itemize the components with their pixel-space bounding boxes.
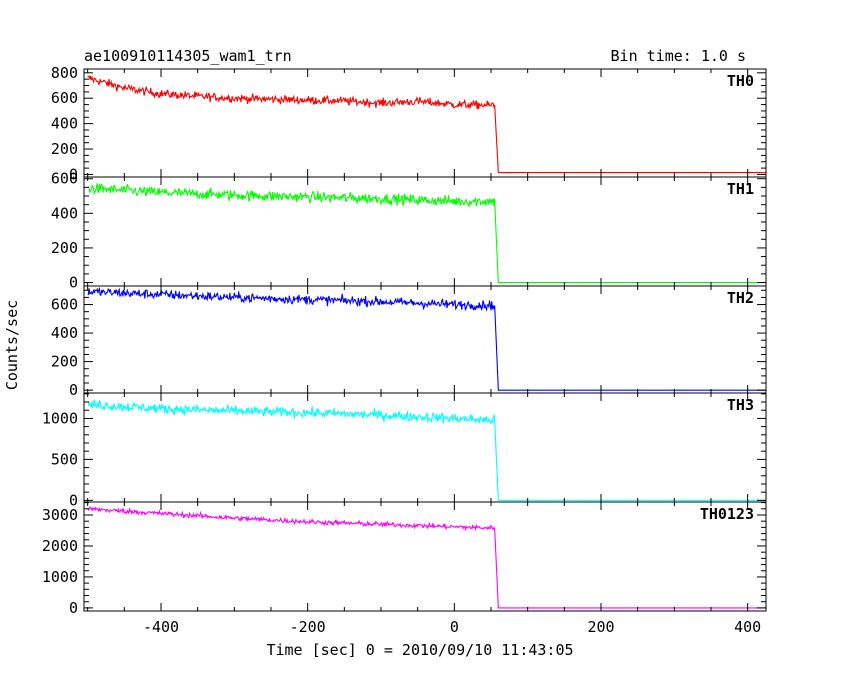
y-tick-label: 400 [51, 204, 78, 222]
panel-th0: 0 200 400 600 800 TH0 [51, 64, 767, 183]
series-label-th1: TH1 [727, 180, 754, 198]
panel-frame [83, 392, 767, 503]
panels: 0 200 400 600 800 TH0 0 200 400 600 TH1 0 200 400 600 T… [42, 64, 767, 617]
series-line-th0123 [87, 506, 766, 609]
y-tick-label: 0 [69, 599, 78, 617]
y-tick-label: 600 [51, 170, 78, 188]
panel-th3: 0 500 1000 TH3 [42, 392, 767, 509]
y-tick-label: 600 [51, 89, 78, 107]
y-tick-label: 200 [51, 239, 78, 257]
chart-title: ae100910114305_wam1_trn [84, 47, 292, 65]
series-line-th0 [87, 75, 766, 174]
panel-th0123: 0 1000 2000 3000 TH0123 [42, 501, 767, 617]
y-tick-label: 0 [69, 491, 78, 509]
series-label-th2: TH2 [727, 289, 754, 307]
panel-frame [83, 176, 767, 287]
y-tick-label: 0 [69, 165, 78, 183]
x-tick-label: -400 [143, 618, 179, 636]
x-tick-label: -200 [290, 618, 326, 636]
series-label-th3: TH3 [727, 396, 754, 414]
x-axis-label: Time [sec] 0 = 2010/09/10 11:43:05 [266, 641, 573, 659]
y-axis-label: Counts/sec [3, 300, 21, 390]
y-tick-label: 1000 [42, 409, 78, 427]
x-tick-label: 200 [587, 618, 614, 636]
y-tick-label: 400 [51, 115, 78, 133]
series-label-th0123: TH0123 [700, 505, 754, 523]
series-label-th0: TH0 [727, 72, 754, 90]
panel-th2: 0 200 400 600 TH2 [51, 285, 767, 399]
x-tick-labels: -400 -200 0 200 400 [143, 618, 761, 636]
y-tick-label: 0 [69, 381, 78, 399]
x-tick-label: 0 [450, 618, 459, 636]
bin-time-label: Bin time: 1.0 s [611, 47, 746, 65]
panel-frame [83, 68, 767, 178]
panel-th1: 0 200 400 600 TH1 [51, 170, 767, 292]
y-tick-label: 600 [51, 296, 78, 314]
y-tick-label: 3000 [42, 506, 78, 524]
y-tick-label: 0 [69, 274, 78, 292]
panel-frame [83, 501, 767, 612]
y-tick-label: 800 [51, 64, 78, 82]
y-tick-label: 200 [51, 140, 78, 158]
series-line-th1 [87, 183, 766, 284]
y-tick-label: 400 [51, 324, 78, 342]
x-tick-label: 400 [734, 618, 761, 636]
series-line-th2 [87, 286, 766, 391]
y-tick-label: 1000 [42, 568, 78, 586]
series-line-th3 [87, 399, 766, 501]
y-tick-label: 200 [51, 353, 78, 371]
y-tick-label: 2000 [42, 537, 78, 555]
panel-frame [83, 285, 767, 394]
y-tick-label: 500 [51, 450, 78, 468]
